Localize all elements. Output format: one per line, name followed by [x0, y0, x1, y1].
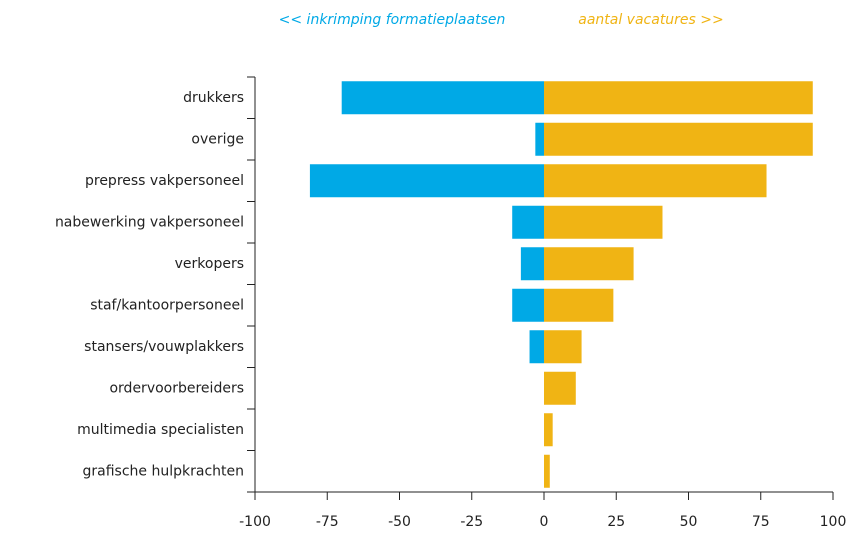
bar [544, 205, 663, 239]
y-tick-label: ordervoorbereiders [109, 380, 244, 396]
x-tick-label: 75 [752, 514, 770, 530]
bar [544, 247, 634, 281]
bar [544, 413, 553, 447]
x-tick-label: 100 [820, 514, 847, 530]
x-tick-label: 50 [680, 514, 698, 530]
bar [544, 288, 614, 322]
bar [341, 81, 544, 115]
bar [309, 164, 544, 198]
x-tick-label: -50 [388, 514, 411, 530]
y-tick-label: prepress vakpersoneel [85, 173, 244, 189]
y-tick-label: stansers/vouwplakkers [84, 339, 244, 355]
x-tick-label: -75 [316, 514, 339, 530]
bar [544, 454, 550, 488]
legend-entry: << inkrimping formatieplaatsen [279, 12, 506, 28]
bar [544, 122, 813, 156]
bar [544, 330, 582, 364]
x-tick-label: 0 [540, 514, 549, 530]
y-tick-label: drukkers [183, 90, 244, 106]
bar [544, 164, 767, 198]
y-tick-label: verkopers [175, 256, 244, 272]
bar [529, 330, 544, 364]
bar [520, 247, 544, 281]
y-tick-label: multimedia specialisten [77, 422, 244, 438]
bar [544, 371, 576, 405]
bar [544, 81, 813, 115]
x-tick-label: 25 [607, 514, 625, 530]
y-tick-label: overige [191, 131, 244, 147]
y-tick-label: staf/kantoorpersoneel [90, 297, 244, 313]
bar [512, 288, 544, 322]
bar [512, 205, 544, 239]
y-tick-label: grafische hulpkrachten [83, 463, 244, 479]
x-tick-label: -100 [239, 514, 271, 530]
bar [535, 122, 544, 156]
legend-entry: aantal vacatures >> [578, 12, 724, 28]
x-tick-label: -25 [460, 514, 483, 530]
y-tick-label: nabewerking vakpersoneel [55, 214, 244, 230]
